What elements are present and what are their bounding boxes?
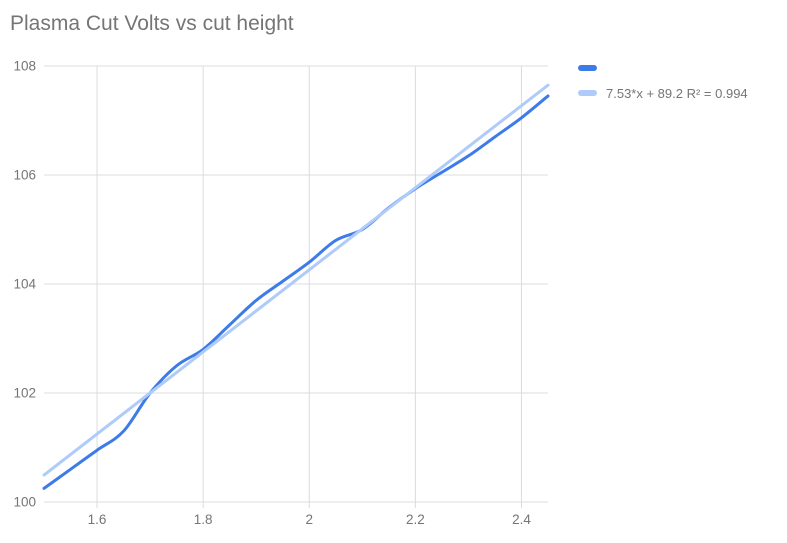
chart-title: Plasma Cut Volts vs cut height	[10, 12, 294, 35]
y-tick-label: 100	[13, 495, 36, 510]
y-tick-label: 102	[13, 386, 36, 401]
series-line	[42, 94, 550, 490]
legend: 7.53*x + 89.2 R² = 0.994	[578, 58, 748, 108]
trend-line	[42, 83, 550, 477]
x-tick-label: 2.2	[406, 512, 425, 527]
series-line-swatch	[578, 65, 597, 71]
x-tick-label: 1.8	[194, 512, 213, 527]
legend-item-trendline: 7.53*x + 89.2 R² = 0.994	[578, 83, 748, 103]
y-tick-label: 108	[13, 59, 36, 74]
legend-item-series	[578, 58, 748, 78]
y-tick-label: 104	[13, 277, 36, 292]
x-tick-label: 1.6	[88, 512, 107, 527]
x-tick-label: 2	[306, 512, 314, 527]
x-tick-label: 2.4	[512, 512, 531, 527]
trendline-legend-label: 7.53*x + 89.2 R² = 0.994	[606, 85, 748, 101]
y-tick-label: 106	[13, 168, 36, 183]
trendline-swatch	[578, 90, 597, 96]
